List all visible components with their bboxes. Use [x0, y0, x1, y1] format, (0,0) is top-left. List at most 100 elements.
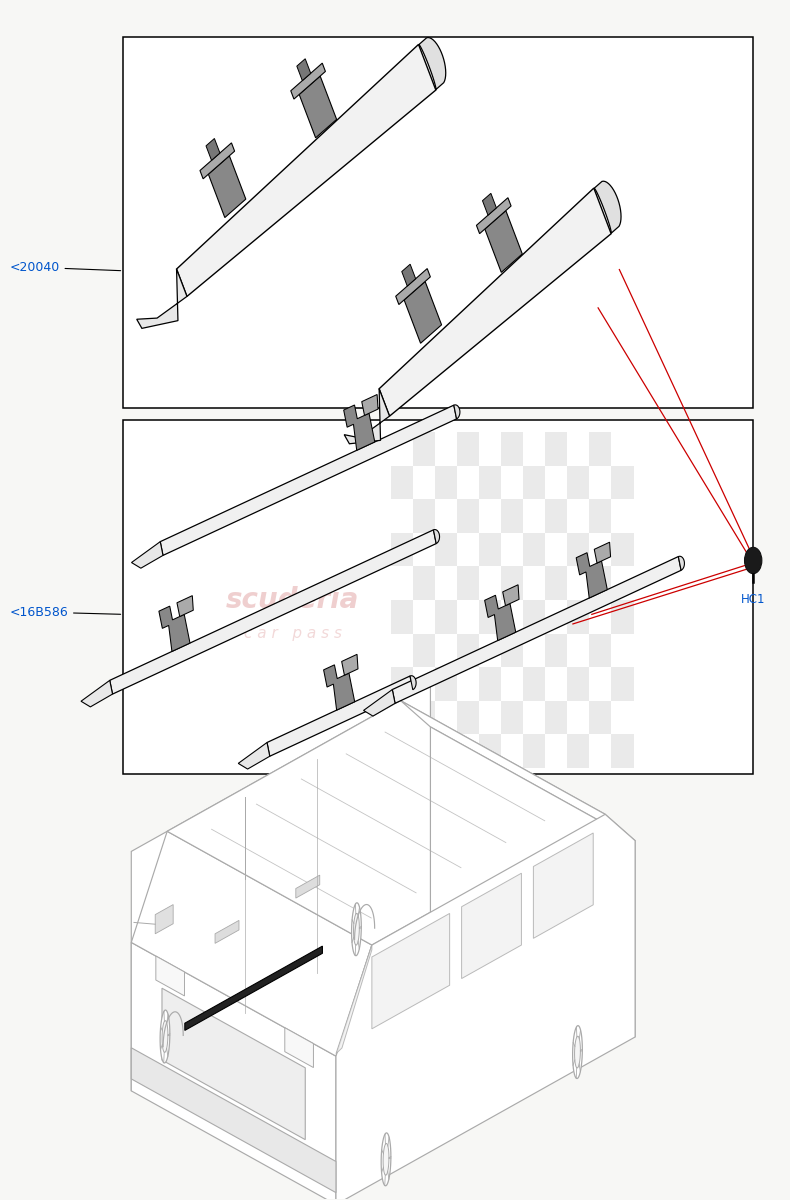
- Bar: [480, 734, 502, 768]
- Bar: [567, 533, 589, 566]
- Polygon shape: [363, 690, 395, 716]
- Polygon shape: [402, 264, 416, 286]
- Text: <16B586: <16B586: [9, 606, 121, 618]
- Bar: [545, 499, 567, 533]
- Polygon shape: [576, 553, 608, 598]
- Bar: [480, 533, 502, 566]
- Bar: [123, 420, 753, 774]
- Polygon shape: [295, 875, 320, 898]
- Polygon shape: [206, 138, 220, 161]
- Polygon shape: [324, 665, 355, 710]
- Polygon shape: [404, 282, 442, 343]
- Polygon shape: [185, 946, 322, 1031]
- Circle shape: [744, 547, 762, 574]
- Bar: [611, 667, 634, 701]
- Polygon shape: [341, 654, 358, 676]
- Bar: [523, 600, 545, 634]
- Bar: [589, 499, 611, 533]
- Bar: [589, 566, 611, 600]
- Polygon shape: [156, 956, 185, 996]
- Polygon shape: [167, 701, 605, 946]
- Polygon shape: [297, 59, 310, 80]
- Polygon shape: [352, 902, 361, 955]
- Polygon shape: [336, 815, 635, 1200]
- Bar: [611, 734, 634, 768]
- Bar: [502, 499, 523, 533]
- Polygon shape: [401, 701, 635, 841]
- Polygon shape: [155, 905, 173, 934]
- Polygon shape: [344, 406, 374, 450]
- Bar: [435, 734, 457, 768]
- Bar: [545, 634, 567, 667]
- Polygon shape: [362, 395, 378, 415]
- Polygon shape: [679, 557, 684, 570]
- Bar: [435, 667, 457, 701]
- Polygon shape: [410, 676, 416, 690]
- Polygon shape: [131, 832, 372, 1056]
- Polygon shape: [476, 198, 511, 234]
- Bar: [391, 466, 413, 499]
- Polygon shape: [160, 406, 457, 556]
- Polygon shape: [284, 1027, 314, 1068]
- Bar: [502, 634, 523, 667]
- Polygon shape: [383, 1144, 389, 1175]
- Bar: [413, 701, 435, 734]
- Polygon shape: [382, 1133, 391, 1186]
- Polygon shape: [574, 1036, 581, 1068]
- Polygon shape: [267, 676, 413, 756]
- Polygon shape: [159, 606, 190, 652]
- Bar: [502, 701, 523, 734]
- Bar: [502, 566, 523, 600]
- Bar: [435, 466, 457, 499]
- Bar: [123, 37, 753, 408]
- Bar: [457, 634, 480, 667]
- Bar: [480, 466, 502, 499]
- Bar: [480, 600, 502, 634]
- Bar: [435, 533, 457, 566]
- Polygon shape: [110, 530, 436, 694]
- Bar: [457, 566, 480, 600]
- Bar: [611, 600, 634, 634]
- Polygon shape: [239, 743, 269, 769]
- Polygon shape: [485, 211, 522, 272]
- Polygon shape: [594, 181, 621, 233]
- Bar: [545, 432, 567, 466]
- Bar: [523, 667, 545, 701]
- Text: HC1: HC1: [741, 593, 766, 606]
- Polygon shape: [299, 76, 337, 138]
- Polygon shape: [336, 946, 372, 1054]
- Bar: [611, 466, 634, 499]
- Polygon shape: [131, 1048, 336, 1193]
- Text: c a r   p a s s: c a r p a s s: [243, 626, 341, 641]
- Polygon shape: [594, 542, 611, 563]
- Bar: [589, 432, 611, 466]
- Polygon shape: [453, 404, 460, 419]
- Polygon shape: [379, 188, 611, 416]
- Bar: [611, 533, 634, 566]
- Bar: [545, 566, 567, 600]
- Polygon shape: [419, 37, 446, 90]
- Bar: [480, 667, 502, 701]
- Bar: [457, 701, 480, 734]
- Polygon shape: [162, 1021, 168, 1052]
- Polygon shape: [431, 727, 635, 1037]
- Bar: [523, 533, 545, 566]
- Bar: [589, 634, 611, 667]
- Polygon shape: [209, 156, 246, 217]
- Polygon shape: [131, 942, 336, 1200]
- Bar: [567, 466, 589, 499]
- Polygon shape: [131, 684, 431, 1091]
- Polygon shape: [162, 988, 305, 1140]
- Polygon shape: [137, 269, 187, 329]
- Bar: [457, 499, 480, 533]
- Bar: [523, 734, 545, 768]
- Polygon shape: [483, 193, 496, 215]
- Polygon shape: [177, 595, 194, 617]
- Polygon shape: [176, 44, 436, 296]
- Bar: [567, 734, 589, 768]
- Bar: [413, 432, 435, 466]
- Bar: [413, 634, 435, 667]
- Polygon shape: [502, 584, 519, 606]
- Polygon shape: [533, 833, 593, 938]
- Bar: [523, 466, 545, 499]
